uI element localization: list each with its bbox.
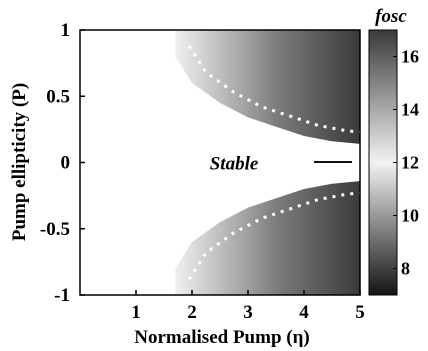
stable-annotation: Stable — [210, 154, 259, 175]
colorbar-tick-label: 14 — [401, 100, 419, 120]
y-ticks: 1 0.5 0 -0.5 -1 — [40, 20, 85, 306]
x-tick-label: 3 — [243, 302, 253, 323]
y-tick-label: -1 — [54, 285, 70, 306]
x-tick-label: 2 — [187, 302, 197, 323]
y-tick-label: 0 — [61, 153, 71, 174]
colorbar-tick-label: 10 — [401, 206, 419, 226]
x-tick-label: 4 — [299, 302, 309, 323]
ridge-line-bottom — [187, 191, 360, 280]
y-tick-label: -0.5 — [40, 219, 70, 240]
x-ticks: 1 2 3 4 5 — [131, 290, 365, 323]
x-axis-title: Normalised Pump (η) — [134, 327, 309, 348]
ridge-line-top — [187, 45, 360, 134]
x-tick-label: 1 — [131, 302, 141, 323]
colorbar-tick-label: 12 — [401, 153, 419, 173]
y-tick-label: 1 — [61, 20, 71, 41]
colorbar-tick-label: 16 — [401, 47, 419, 67]
colorbar — [368, 29, 398, 296]
x-tick-label: 5 — [355, 302, 365, 323]
colorbar-ticks: 16 14 12 10 8 — [393, 47, 419, 279]
unstable-region-bottom — [175, 181, 360, 295]
unstable-region-top — [175, 30, 360, 144]
y-tick-label: 0.5 — [46, 86, 70, 107]
colorbar-title: fosc — [375, 6, 407, 27]
colorbar-tick-label: 8 — [401, 259, 410, 279]
y-axis-title: Pump ellipticity (P) — [9, 83, 30, 241]
